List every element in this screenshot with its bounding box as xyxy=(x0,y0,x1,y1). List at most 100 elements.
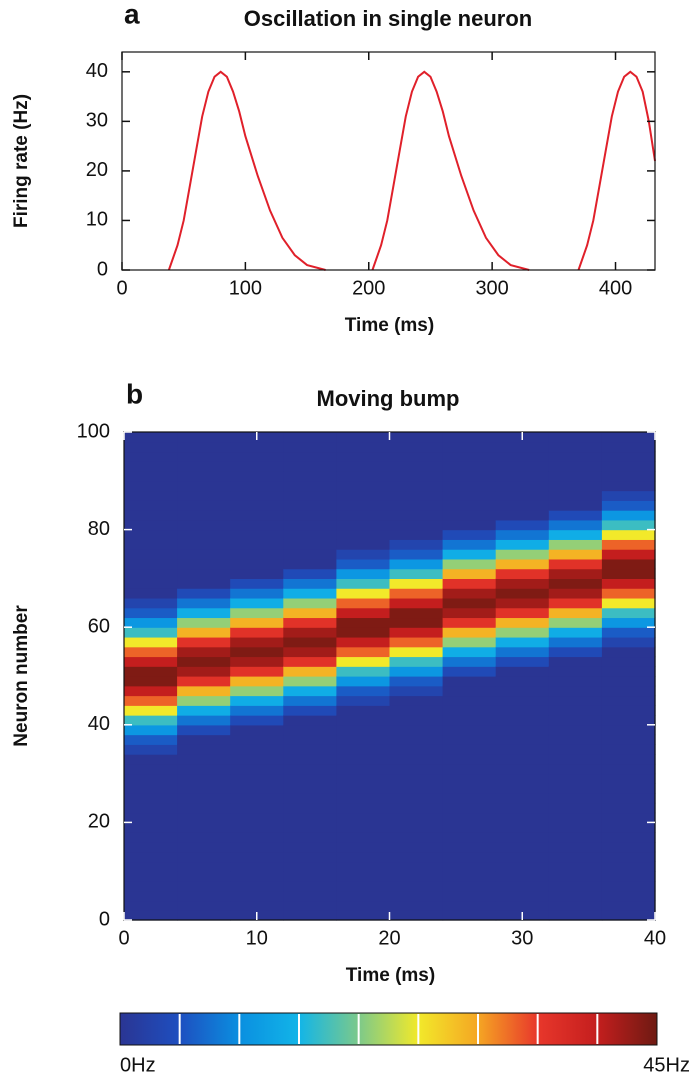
heatmap-cell xyxy=(495,539,550,550)
heatmap-cell xyxy=(389,773,444,784)
heatmap-cell xyxy=(230,480,284,492)
heatmap-cell xyxy=(283,500,337,511)
heatmap-cell xyxy=(283,597,337,609)
heatmap-cell xyxy=(601,715,656,726)
heatmap-cell xyxy=(336,529,391,540)
heatmap-cell xyxy=(230,451,284,462)
heatmap-cell xyxy=(389,627,444,638)
heatmap-cell xyxy=(548,666,603,677)
heatmap-cell xyxy=(177,793,231,804)
heatmap-cell xyxy=(548,900,603,911)
heatmap-cell xyxy=(495,490,550,501)
heatmap-cell xyxy=(177,763,231,775)
heatmap-cell xyxy=(495,617,550,628)
heatmap-cell xyxy=(389,568,444,579)
heatmap-cell xyxy=(283,588,337,599)
heatmap-cell xyxy=(442,558,497,570)
heatmap-cell xyxy=(601,822,656,833)
heatmap-cell xyxy=(601,695,656,706)
heatmap-cell xyxy=(548,773,603,784)
heatmap-cell xyxy=(495,871,550,882)
heatmap-cell xyxy=(177,578,231,589)
heatmap-cell xyxy=(283,880,337,892)
heatmap-cell xyxy=(548,441,603,453)
heatmap-cell xyxy=(177,773,231,784)
heatmap-cell xyxy=(442,588,497,599)
heatmap-cell xyxy=(601,500,656,511)
heatmap-cell xyxy=(230,783,284,794)
plot-frame xyxy=(121,51,656,271)
heatmap-cell xyxy=(283,802,337,814)
heatmap-cell xyxy=(601,851,656,863)
heatmap-cell xyxy=(601,656,656,667)
heatmap-cell xyxy=(548,607,603,619)
heatmap-cell xyxy=(336,695,391,706)
heatmap-cell xyxy=(124,744,178,755)
heatmap-cell xyxy=(601,578,656,589)
heatmap-cell xyxy=(177,783,231,794)
heatmap-cell xyxy=(230,597,284,609)
heatmap-cell xyxy=(336,461,391,472)
heatmap-cell xyxy=(601,636,656,648)
heatmap-cell xyxy=(442,490,497,501)
heatmap-cell xyxy=(124,676,178,687)
x-tick-label: 10 xyxy=(246,927,268,949)
heatmap-cell xyxy=(495,715,550,726)
heatmap-cell xyxy=(495,734,550,745)
heatmap-cell xyxy=(548,871,603,882)
y-tick-label: 100 xyxy=(77,420,110,442)
heatmap-cell xyxy=(442,754,497,765)
heatmap-cell xyxy=(389,519,444,531)
heatmap-cell xyxy=(230,715,284,726)
heatmap-cell xyxy=(495,802,550,814)
heatmap-cell xyxy=(442,578,497,589)
heatmap-cell xyxy=(336,558,391,570)
heatmap-cell xyxy=(389,656,444,667)
heatmap-cell xyxy=(283,607,337,619)
heatmap-cell xyxy=(442,519,497,531)
heatmap-cell xyxy=(601,519,656,531)
heatmap-cell xyxy=(389,510,444,521)
heatmap-cell xyxy=(548,685,603,697)
heatmap-cell xyxy=(601,539,656,550)
heatmap-cell xyxy=(177,432,231,443)
heatmap-cell xyxy=(495,890,550,902)
heatmap-cell xyxy=(230,724,284,736)
heatmap-cell xyxy=(336,617,391,628)
heatmap-cell xyxy=(230,763,284,775)
heatmap-cell xyxy=(548,519,603,531)
heatmap-cell xyxy=(442,715,497,726)
heatmap-cell xyxy=(230,568,284,579)
heatmap-cell xyxy=(495,646,550,658)
heatmap-cell xyxy=(442,880,497,892)
heatmap-cell xyxy=(177,490,231,501)
heatmap-cell xyxy=(336,754,391,765)
x-axis-label: Time (ms) xyxy=(345,315,434,336)
heatmap-cell xyxy=(548,724,603,736)
heatmap-cell xyxy=(442,617,497,628)
heatmap-cell xyxy=(389,500,444,511)
heatmap-cell xyxy=(548,451,603,462)
heatmap-cell xyxy=(177,890,231,902)
heatmap-cell xyxy=(442,451,497,462)
heatmap-cell xyxy=(389,539,444,550)
heatmap-cell xyxy=(495,597,550,609)
heatmap-cell xyxy=(336,519,391,531)
heatmap-cell xyxy=(389,676,444,687)
data-line xyxy=(167,70,656,271)
heatmap-cell xyxy=(124,802,178,814)
heatmap-cell xyxy=(283,656,337,667)
heatmap-cell xyxy=(283,441,337,453)
heatmap-cell xyxy=(177,812,231,823)
heatmap-cell xyxy=(124,519,178,531)
heatmap-cell xyxy=(442,783,497,794)
heatmap-cell xyxy=(442,471,497,482)
heatmap-cell xyxy=(124,685,178,697)
heatmap-cell xyxy=(124,900,178,911)
heatmap-cell xyxy=(389,763,444,775)
heatmap-cell xyxy=(601,871,656,882)
heatmap-cell xyxy=(230,461,284,472)
heatmap-cell xyxy=(389,734,444,745)
heatmap-cell xyxy=(442,802,497,814)
heatmap-cell xyxy=(124,441,178,453)
